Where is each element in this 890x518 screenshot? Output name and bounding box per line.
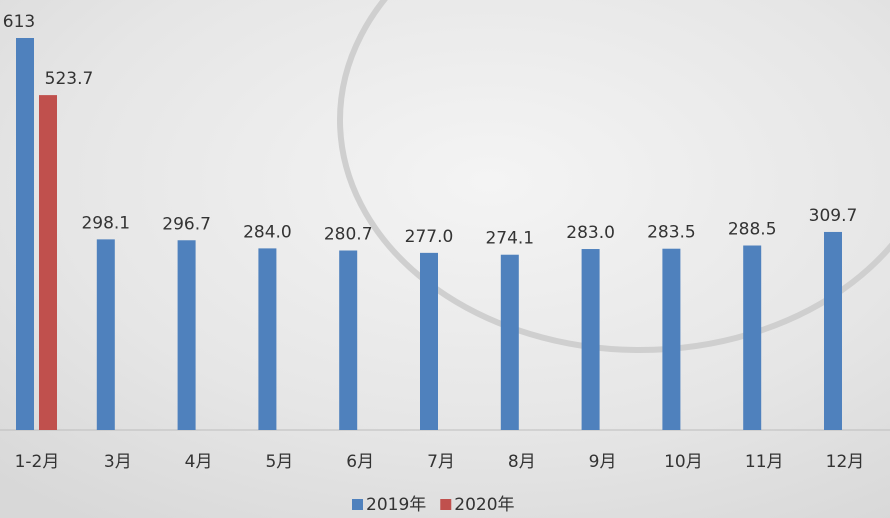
value-label: 613	[3, 12, 35, 32]
bar	[500, 254, 519, 430]
bar	[581, 249, 600, 430]
bar	[662, 248, 681, 430]
value-label: 283.0	[566, 223, 615, 243]
x-tick-label: 11月	[745, 452, 784, 472]
x-tick-label: 12月	[826, 452, 865, 472]
bar	[39, 95, 57, 431]
value-label: 523.7	[45, 69, 94, 89]
x-tick-label: 7月	[427, 452, 455, 472]
bar	[420, 252, 438, 430]
legend-label: 2020年	[454, 495, 514, 515]
bar	[258, 248, 277, 430]
x-tick-label: 8月	[508, 452, 536, 472]
bar	[339, 250, 358, 430]
value-label: 277.0	[405, 227, 454, 247]
value-label: 288.5	[728, 220, 777, 240]
value-label: 274.1	[485, 229, 534, 249]
x-tick-label: 9月	[589, 452, 617, 472]
value-label: 296.7	[162, 214, 211, 234]
value-label: 298.1	[81, 213, 130, 233]
x-tick-label: 1-2月	[15, 452, 60, 472]
value-label: 309.7	[809, 206, 858, 226]
x-tick-label: 3月	[104, 452, 132, 472]
bar	[743, 245, 762, 430]
value-label: 280.7	[324, 224, 373, 244]
legend-swatch	[352, 499, 363, 510]
x-tick-label: 5月	[265, 452, 293, 472]
bowl-decoration	[337, 0, 890, 353]
value-label: 284.0	[243, 222, 292, 242]
bar	[177, 240, 196, 430]
bar	[96, 239, 115, 430]
legend-swatch	[440, 499, 452, 510]
x-tick-label: 4月	[185, 452, 213, 472]
x-tick-label: 10月	[664, 452, 703, 472]
bar	[16, 38, 34, 430]
legend-label: 2019年	[366, 495, 426, 515]
bar	[824, 231, 842, 430]
value-label: 283.5	[647, 223, 696, 243]
x-tick-label: 6月	[346, 452, 374, 472]
